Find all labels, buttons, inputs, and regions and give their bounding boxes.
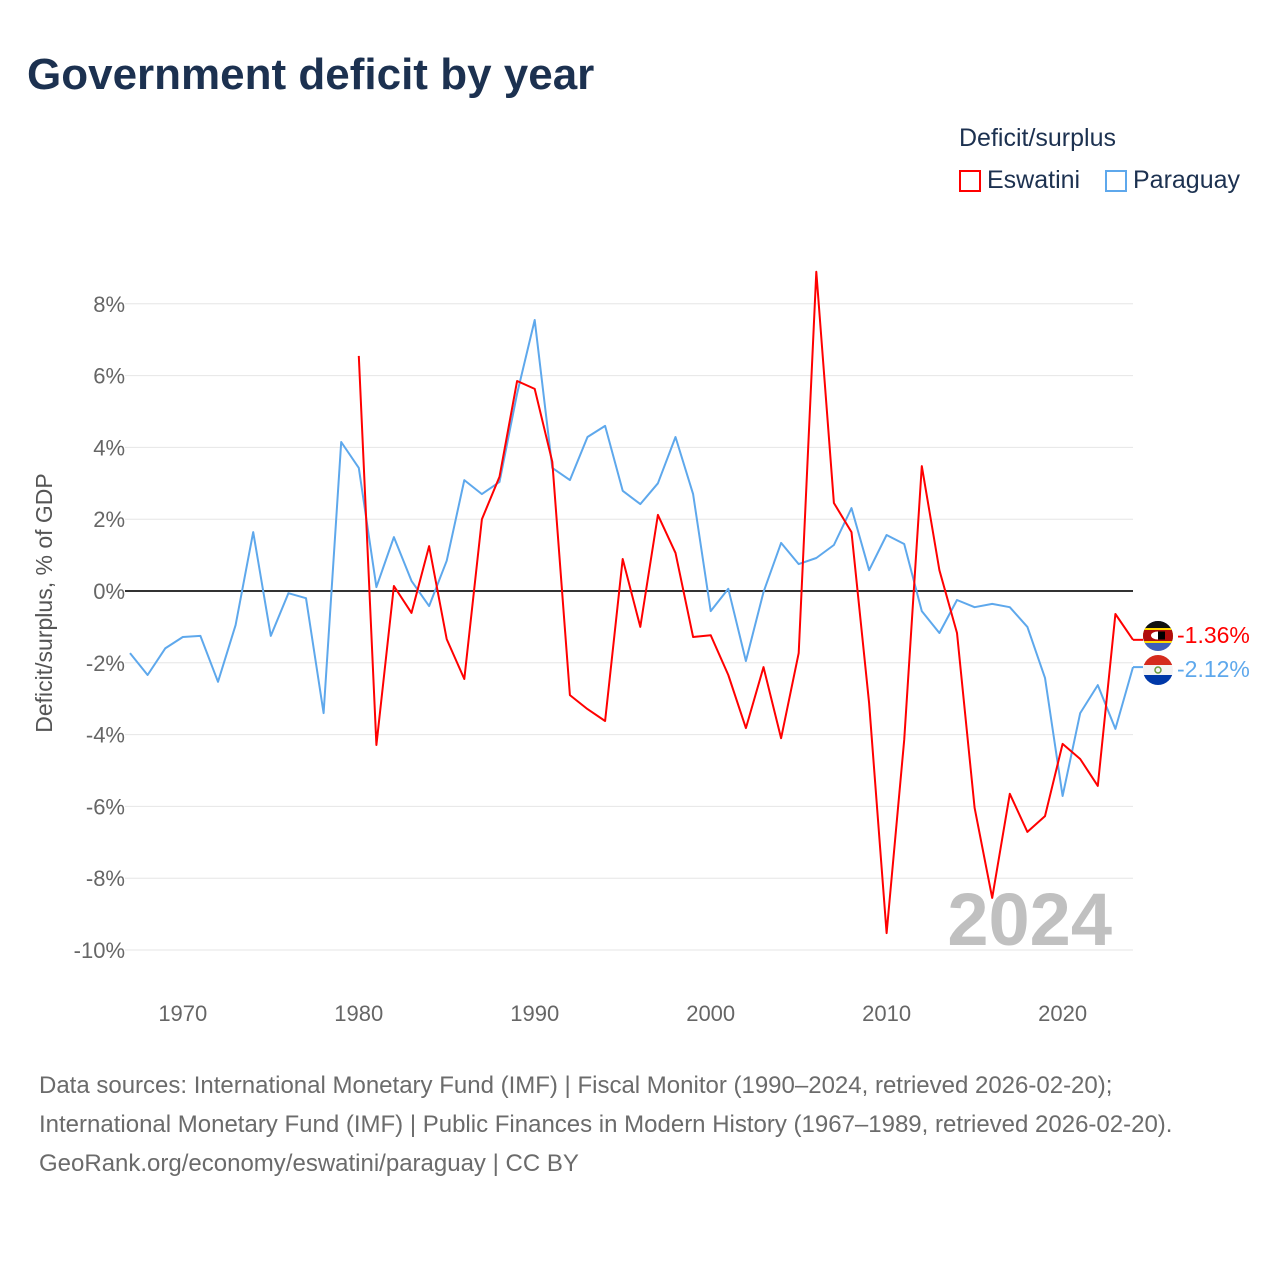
attribution-link[interactable]: GeoRank.org/economy/eswatini/paraguay | … <box>39 1150 579 1177</box>
y-tick-label: -4% <box>86 723 125 748</box>
y-tick-label: -6% <box>86 794 125 819</box>
series-line-eswatini <box>357 270 1134 935</box>
y-axis-label: Deficit/surplus, % of GDP <box>31 473 57 732</box>
y-tick-label: 0% <box>93 579 125 604</box>
legend-swatch-eswatini <box>959 169 981 192</box>
x-tick-label: 2000 <box>686 1001 735 1026</box>
y-tick-label: 2% <box>93 507 125 532</box>
year-watermark: 2024 <box>947 878 1112 961</box>
eswatini-end-label: -1.36% <box>1177 622 1250 648</box>
x-tick-label: 1990 <box>510 1001 559 1026</box>
data-sources-text: Data sources: International Monetary Fun… <box>39 1072 1173 1138</box>
legend-swatch-paraguay <box>1105 169 1127 192</box>
y-tick-label: 8% <box>93 292 125 317</box>
paraguay-end-label: -2.12% <box>1177 656 1250 682</box>
x-tick-label: 1980 <box>334 1001 383 1026</box>
chart-title: Government deficit by year <box>27 50 595 99</box>
x-tick-label: 1970 <box>158 1001 207 1026</box>
legend-label-eswatini: Eswatini <box>987 166 1081 194</box>
legend-item-paraguay[interactable]: Paraguay <box>1105 166 1240 195</box>
paraguay-flag-icon <box>1143 655 1173 685</box>
y-tick-label: -10% <box>74 938 125 963</box>
legend-item-eswatini[interactable]: Eswatini <box>959 166 1080 195</box>
series-line-paraguay <box>129 319 1134 797</box>
eswatini-flag-icon <box>1143 621 1173 651</box>
x-tick-label: 2010 <box>862 1001 911 1026</box>
legend-title: Deficit/surplus <box>959 124 1116 152</box>
sources-footer: Data sources: International Monetary Fun… <box>39 1066 1239 1183</box>
y-tick-label: -2% <box>86 651 125 676</box>
legend-label-paraguay: Paraguay <box>1133 166 1241 194</box>
y-tick-label: 4% <box>93 435 125 460</box>
y-tick-label: -8% <box>86 866 125 891</box>
y-tick-label: 6% <box>93 364 125 389</box>
line-chart: 8% 6% 4% 2% 0% -2% -4% -6% -8% -10% 1970 1980 1990 2… <box>31 270 1250 1026</box>
x-tick-label: 2020 <box>1038 1001 1087 1026</box>
